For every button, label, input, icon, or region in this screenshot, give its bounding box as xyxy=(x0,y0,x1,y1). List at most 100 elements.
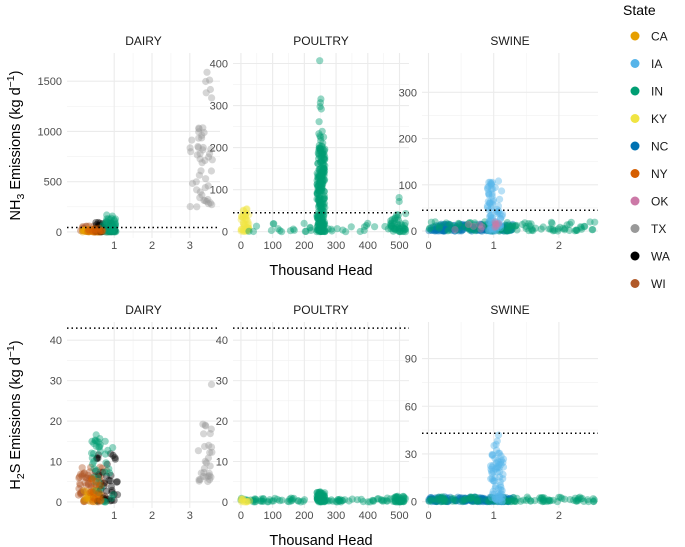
data-point-in xyxy=(508,221,517,229)
data-point-in xyxy=(313,189,321,197)
data-point-wi xyxy=(91,472,99,480)
data-point-in xyxy=(481,221,489,229)
data-point-in xyxy=(517,497,525,505)
data-point-in xyxy=(237,494,246,502)
data-point-in xyxy=(584,496,592,504)
data-point-in xyxy=(315,187,323,195)
data-point-ok xyxy=(469,222,478,230)
data-point-ia xyxy=(498,497,506,506)
data-point-ia xyxy=(491,494,499,502)
data-point-tx xyxy=(208,156,216,164)
data-point-nc xyxy=(501,495,509,503)
data-point-ny xyxy=(96,481,104,489)
data-point-in xyxy=(317,151,325,159)
data-point-nc xyxy=(469,497,477,505)
data-point-wi xyxy=(91,226,99,234)
data-point-in xyxy=(259,495,267,503)
y-tick-label: 30 xyxy=(216,376,228,388)
data-point-in xyxy=(338,496,346,505)
data-point-ky xyxy=(239,226,247,234)
data-point-ia xyxy=(487,211,495,220)
data-point-in xyxy=(463,495,471,504)
data-point-in xyxy=(538,494,546,502)
data-point-nc xyxy=(427,493,435,502)
data-point-ky xyxy=(242,498,250,506)
data-point-in xyxy=(397,497,405,505)
data-point-tx xyxy=(195,134,203,142)
data-point-in xyxy=(356,227,364,236)
data-point-wi xyxy=(82,474,90,482)
data-point-in xyxy=(315,194,323,202)
data-point-ky xyxy=(237,227,245,235)
data-point-tx xyxy=(200,468,208,477)
data-point-nc xyxy=(471,497,479,505)
data-point-in xyxy=(318,184,326,192)
data-point-nc xyxy=(507,226,515,234)
data-point-ia xyxy=(493,446,501,454)
data-point-ia xyxy=(491,495,499,503)
data-point-in xyxy=(315,194,324,202)
data-point-wi xyxy=(95,490,103,498)
data-point-in xyxy=(274,225,282,233)
data-point-in xyxy=(394,227,402,235)
data-point-ky xyxy=(237,495,245,503)
data-point-nc xyxy=(495,222,503,230)
data-point-ia xyxy=(489,196,498,204)
data-point-nc xyxy=(465,495,473,503)
data-point-tx xyxy=(199,124,207,132)
data-point-in xyxy=(465,224,473,232)
data-point-nc xyxy=(464,224,472,232)
data-point-in xyxy=(396,498,405,506)
data-point-ia xyxy=(499,493,507,502)
data-point-ca xyxy=(94,228,102,236)
data-point-in xyxy=(315,187,323,195)
data-point-in xyxy=(290,494,298,502)
data-point-in xyxy=(316,224,324,232)
data-point-in xyxy=(448,222,456,230)
data-point-in xyxy=(539,496,548,504)
data-point-in xyxy=(317,498,325,506)
data-point-nc xyxy=(441,497,449,505)
data-point-in xyxy=(315,171,323,180)
data-point-in xyxy=(485,497,493,506)
data-point-nc xyxy=(509,220,517,228)
data-point-in xyxy=(313,492,321,500)
data-point-in xyxy=(434,495,442,504)
data-point-wi xyxy=(96,482,104,490)
data-point-in xyxy=(320,497,328,505)
data-point-tx xyxy=(195,476,203,484)
data-point-wa xyxy=(106,477,115,485)
data-point-in xyxy=(394,498,402,506)
legend-marker-wi xyxy=(630,279,640,288)
data-point-in xyxy=(111,221,119,229)
data-point-tx xyxy=(204,200,213,208)
data-point-in xyxy=(467,219,475,227)
data-point-tx xyxy=(197,469,205,477)
data-point-in xyxy=(316,227,324,235)
data-point-in xyxy=(317,223,325,231)
data-point-in xyxy=(555,493,563,501)
data-point-in xyxy=(318,495,326,503)
data-point-in xyxy=(319,168,327,176)
data-point-in xyxy=(315,141,323,149)
data-point-nc xyxy=(492,494,500,502)
data-point-nc xyxy=(473,225,481,233)
data-point-ia xyxy=(496,468,504,476)
data-point-tx xyxy=(207,425,215,433)
data-point-in xyxy=(97,484,105,492)
x-tick-label: 2 xyxy=(556,240,562,252)
data-point-ca xyxy=(90,227,99,235)
data-point-nc xyxy=(429,226,437,234)
data-point-nc xyxy=(429,223,437,231)
data-point-in xyxy=(442,497,450,506)
data-point-in xyxy=(318,179,326,187)
data-point-tx xyxy=(186,203,194,211)
data-point-in xyxy=(320,221,328,230)
data-point-ia xyxy=(498,490,506,498)
data-point-in xyxy=(313,180,321,188)
data-point-nc xyxy=(425,227,433,235)
data-point-ca xyxy=(80,227,88,235)
data-point-ok xyxy=(477,225,485,233)
data-point-nc xyxy=(505,495,513,503)
data-point-in xyxy=(525,227,533,235)
